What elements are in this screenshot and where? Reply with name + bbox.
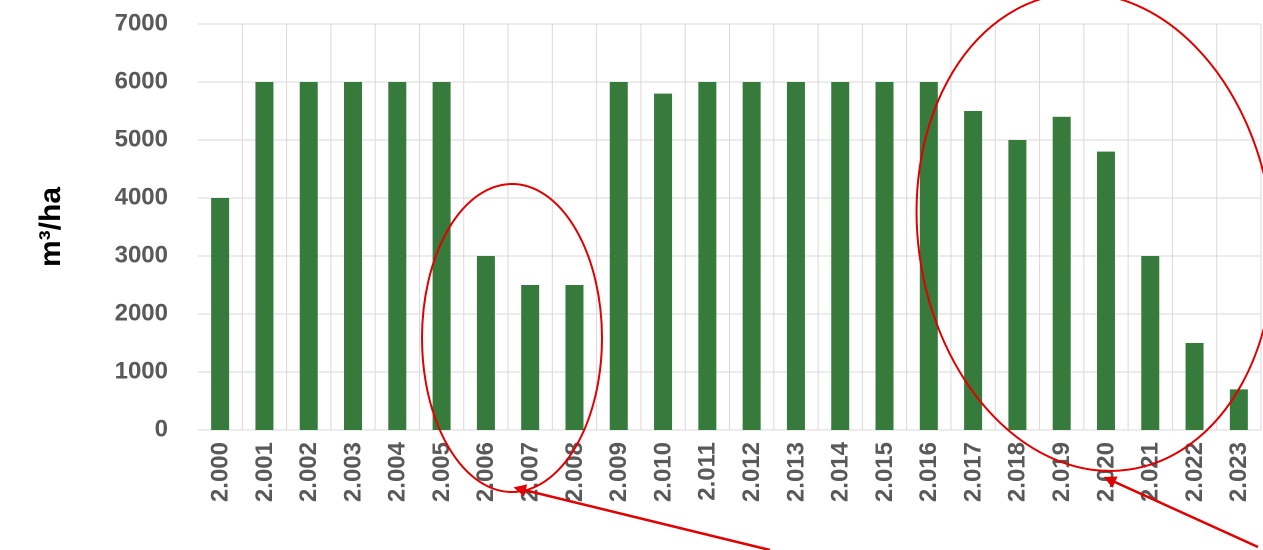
bar bbox=[521, 285, 540, 430]
arrow bbox=[513, 484, 771, 550]
x-tick-label: 2.000 bbox=[206, 442, 233, 502]
y-tick-label: 3000 bbox=[115, 241, 168, 268]
x-tick-label: 2.011 bbox=[694, 442, 721, 501]
bar bbox=[919, 82, 938, 430]
x-tick-label: 2.013 bbox=[782, 442, 809, 502]
x-tick-label: 2.021 bbox=[1137, 442, 1164, 502]
x-tick-label: 2.010 bbox=[649, 442, 676, 502]
bar bbox=[964, 111, 983, 430]
bar bbox=[1141, 256, 1160, 430]
bar bbox=[875, 82, 894, 430]
bar bbox=[609, 82, 628, 430]
bar bbox=[742, 82, 761, 430]
x-tick-label: 2.023 bbox=[1225, 442, 1252, 502]
highlight-ellipse bbox=[421, 183, 603, 493]
bar bbox=[565, 285, 584, 430]
y-tick-label: 2000 bbox=[115, 299, 168, 326]
bar bbox=[1185, 343, 1204, 430]
y-tick-label: 4000 bbox=[115, 183, 168, 210]
highlight-ellipse bbox=[915, 0, 1263, 472]
bar bbox=[388, 82, 407, 430]
y-tick-label: 1000 bbox=[115, 357, 168, 384]
y-tick-label: 7000 bbox=[115, 9, 168, 36]
arrow bbox=[1103, 476, 1259, 549]
bar bbox=[1052, 116, 1071, 431]
x-tick-label: 2.022 bbox=[1181, 442, 1208, 502]
x-tick-label: 2.012 bbox=[738, 442, 765, 502]
bar bbox=[698, 82, 717, 430]
x-tick-label: 2.017 bbox=[959, 442, 986, 502]
x-tick-label: 2.009 bbox=[605, 442, 632, 502]
x-tick-label: 2.004 bbox=[384, 441, 411, 502]
y-tick-label: 6000 bbox=[115, 67, 168, 94]
x-tick-label: 2.016 bbox=[915, 442, 942, 502]
bar bbox=[831, 82, 850, 430]
bar bbox=[344, 82, 363, 430]
x-tick-label: 2.020 bbox=[1092, 442, 1119, 502]
y-tick-label: 0 bbox=[155, 415, 168, 442]
bar bbox=[299, 82, 318, 430]
bar bbox=[255, 82, 274, 430]
x-tick-label: 2.002 bbox=[295, 442, 322, 502]
bar bbox=[1096, 151, 1115, 430]
x-tick-label: 2.014 bbox=[827, 441, 854, 502]
bar bbox=[786, 82, 805, 430]
x-tick-label: 2.019 bbox=[1048, 442, 1075, 502]
bar bbox=[1229, 389, 1248, 430]
x-tick-label: 2.006 bbox=[472, 442, 499, 502]
annotations bbox=[421, 0, 1263, 550]
bar bbox=[211, 198, 230, 430]
y-tick-label: 5000 bbox=[115, 125, 168, 152]
x-tick-label: 2.018 bbox=[1004, 442, 1031, 502]
bar bbox=[476, 256, 495, 430]
x-tick-label: 2.015 bbox=[871, 442, 898, 502]
x-tick-label: 2.008 bbox=[561, 442, 588, 502]
bar bbox=[1008, 140, 1027, 430]
x-tick-label: 2.001 bbox=[251, 442, 278, 502]
bar bbox=[432, 82, 451, 430]
x-tick-label: 2.003 bbox=[339, 442, 366, 502]
y-axis-label: m³/ha bbox=[34, 187, 67, 267]
bar bbox=[654, 93, 673, 430]
